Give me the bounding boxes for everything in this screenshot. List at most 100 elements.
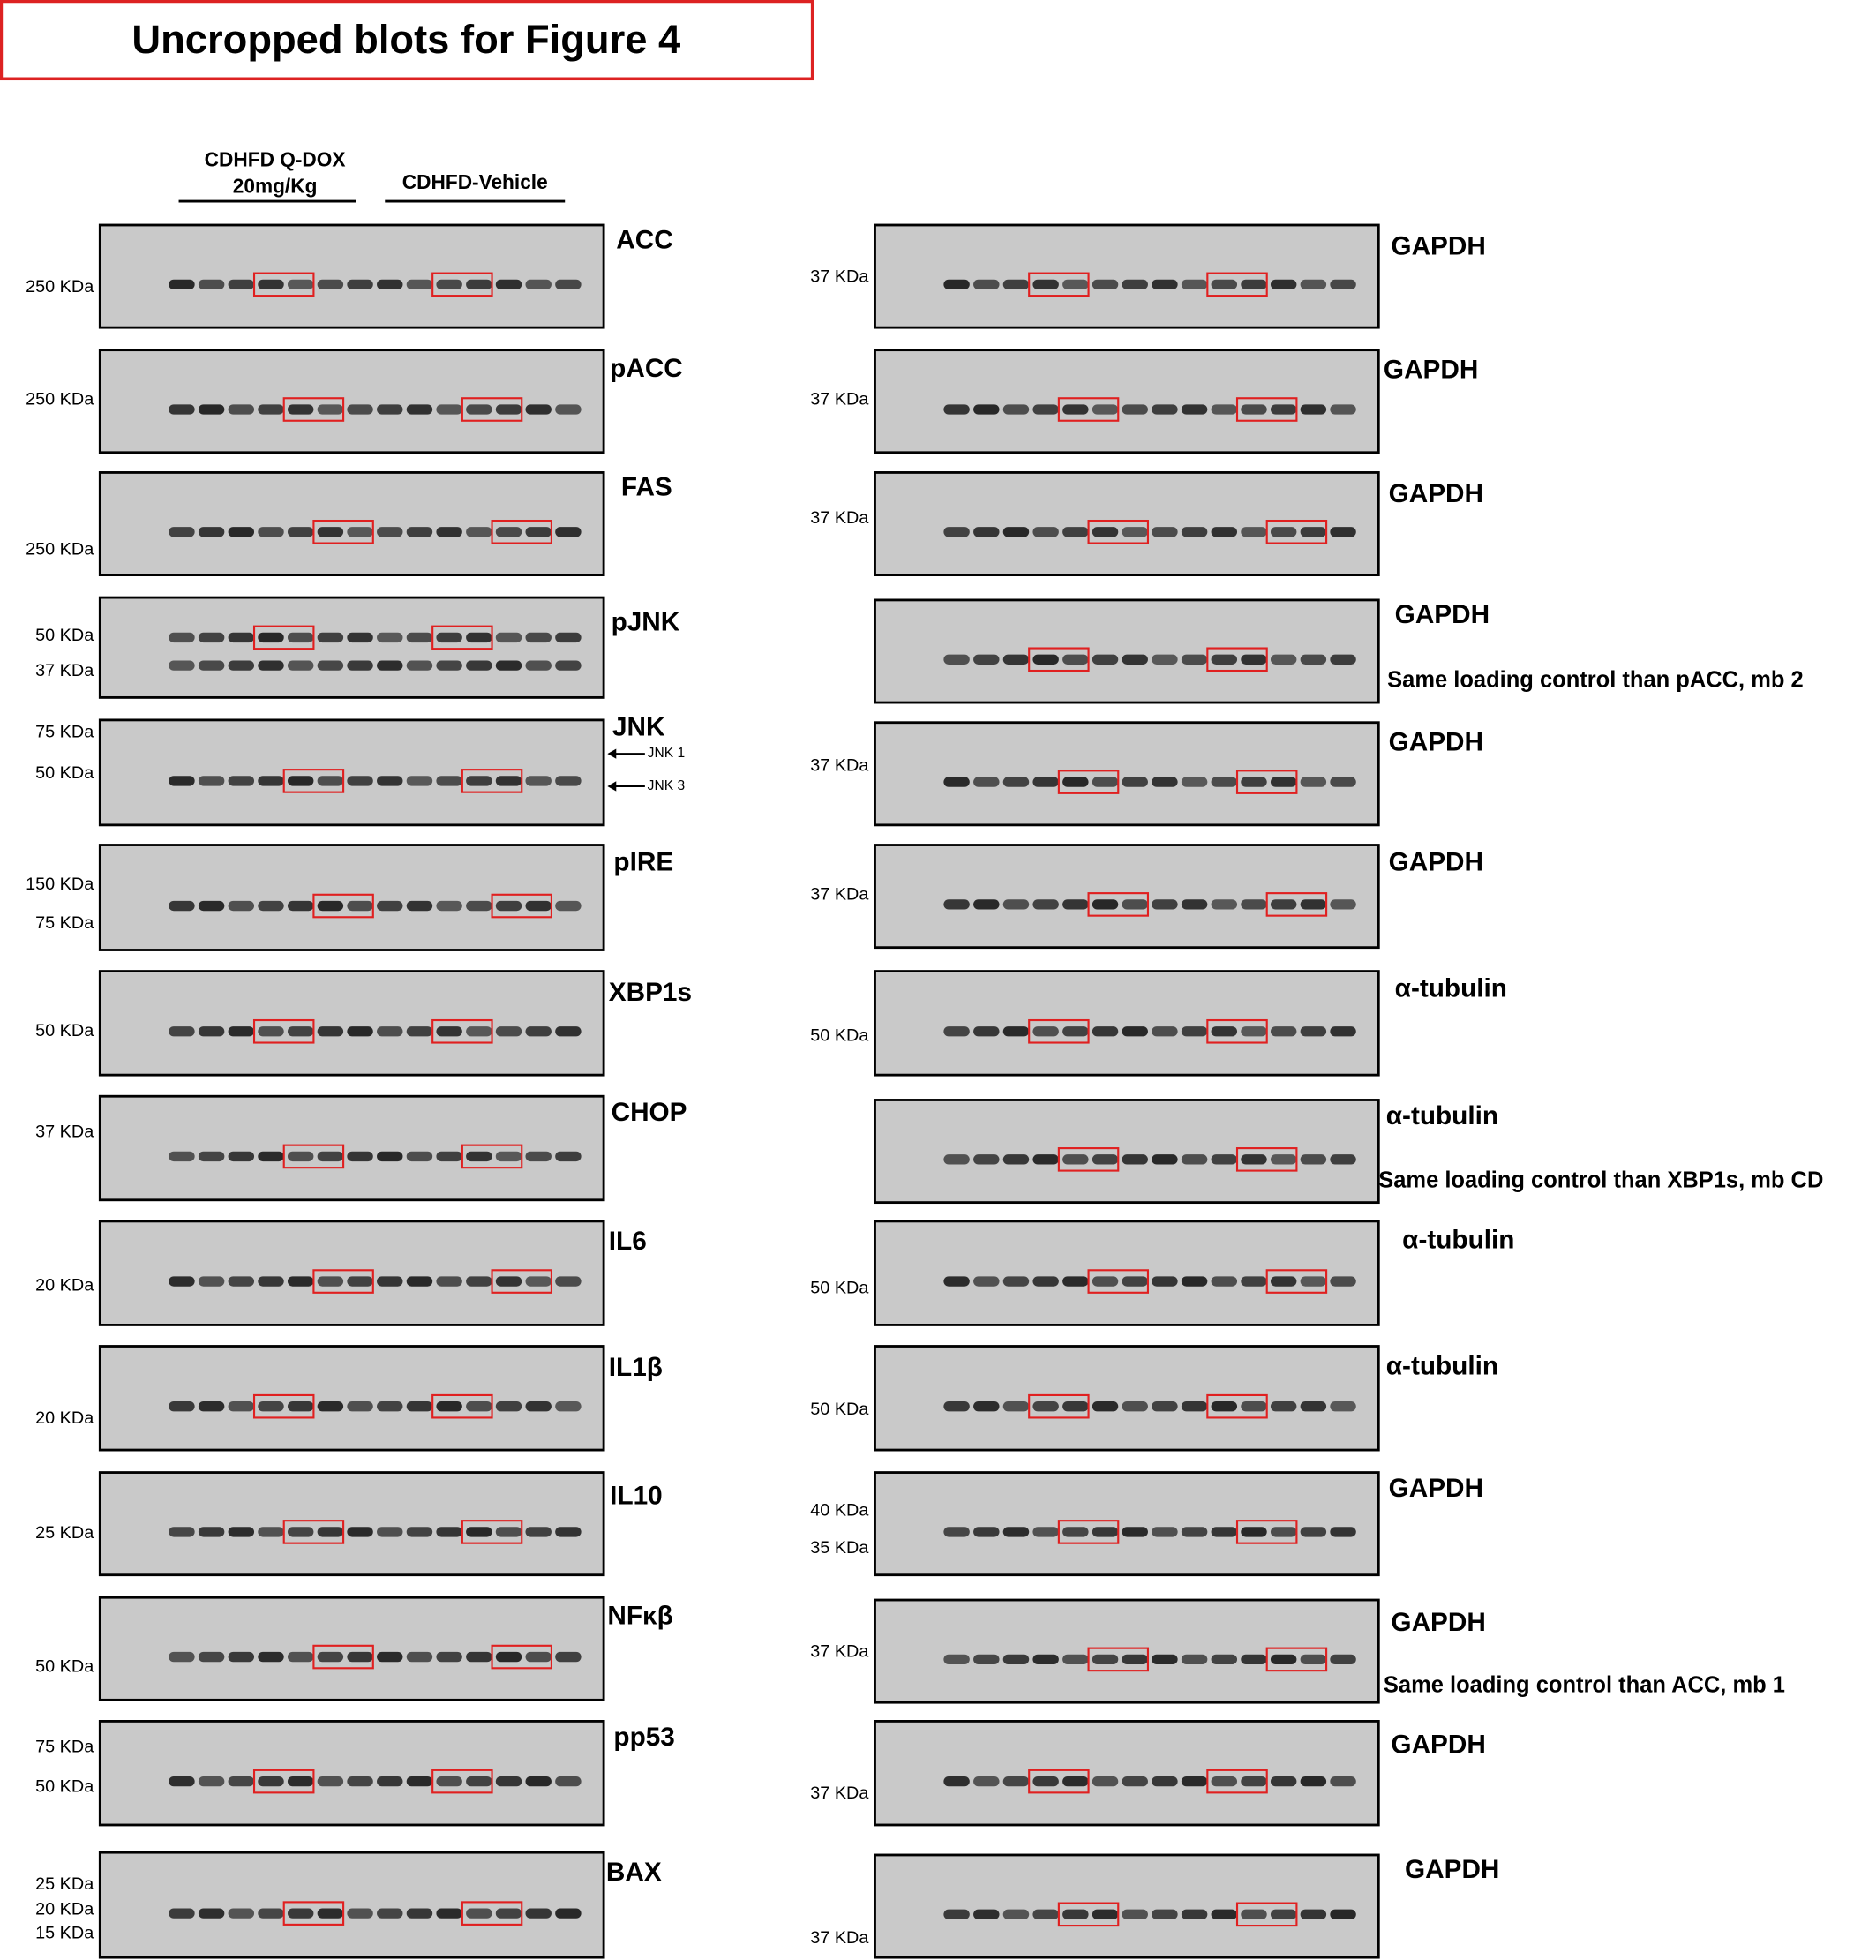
blot-band: [436, 776, 462, 786]
blot-band: [466, 279, 492, 290]
kda-marker: 50 KDa: [35, 1021, 94, 1040]
blot-band: [406, 1908, 433, 1919]
highlight-box: [461, 769, 523, 793]
blot-band: [377, 404, 403, 415]
blot-image: [98, 970, 605, 1077]
blot-band: [973, 1154, 1000, 1165]
blot-band: [287, 900, 314, 912]
highlight-box: [1028, 647, 1090, 672]
blot-band: [258, 1401, 284, 1412]
blot-band: [377, 1026, 403, 1037]
blot-band: [1241, 777, 1267, 787]
blot-band: [436, 900, 462, 912]
kda-marker: 37 KDa: [35, 661, 94, 680]
kda-marker: 37 KDa: [810, 884, 869, 904]
blot-band: [1032, 1401, 1059, 1412]
blot-label: GAPDH: [1389, 728, 1483, 757]
blot-band: [973, 1776, 1000, 1787]
highlight-box: [252, 1393, 315, 1419]
blot-band: [228, 1151, 255, 1162]
blot-band: [1002, 527, 1030, 537]
blot-band: [1300, 899, 1327, 910]
blot-band: [287, 660, 314, 671]
blot-band: [943, 777, 970, 787]
kda-marker: 35 KDa: [810, 1538, 869, 1558]
blot-label: XBP1s: [609, 978, 692, 1007]
blot-band: [347, 1151, 373, 1162]
blot-band: [1241, 527, 1267, 537]
blot-image: [98, 1345, 605, 1452]
highlight-box: [1087, 892, 1150, 917]
blot-band: [1032, 404, 1059, 415]
blot-band: [1032, 1909, 1059, 1920]
blot-band: [1241, 899, 1267, 910]
blot-band: [287, 1527, 314, 1537]
blot-image: [98, 471, 605, 577]
blot-band: [1152, 1154, 1178, 1165]
blot-band: [347, 1527, 373, 1537]
blot-band: [258, 279, 284, 290]
blot-band: [377, 1151, 403, 1162]
blot-band: [1002, 654, 1030, 665]
blot-band: [377, 900, 403, 912]
highlight-box: [252, 625, 315, 650]
blot-image: [98, 1094, 605, 1202]
blot-image: [874, 1471, 1380, 1577]
highlight-box: [312, 893, 374, 919]
blot-band: [436, 1151, 462, 1162]
blot-band: [1181, 1401, 1208, 1412]
kda-marker: 37 KDa: [810, 1928, 869, 1948]
highlight-box: [1235, 397, 1298, 422]
blot-band: [406, 527, 433, 537]
highlight-box: [1265, 892, 1328, 917]
group-label: CDHFD-Vehicle: [402, 170, 548, 193]
highlight-box: [1057, 1147, 1120, 1172]
blot-band: [1270, 404, 1297, 415]
blot-band: [198, 776, 225, 786]
blot-band: [1270, 1026, 1297, 1037]
blot-label: JNK: [612, 713, 665, 742]
blot-label: α-tubulin: [1395, 974, 1507, 1003]
blot-band: [1092, 527, 1119, 537]
highlight-box: [282, 397, 345, 422]
blot-band: [525, 632, 552, 643]
highlight-box: [1087, 1647, 1150, 1672]
blot-band: [1092, 899, 1119, 910]
blot-band: [1032, 1527, 1059, 1537]
blot-band: [466, 1026, 492, 1037]
blot-band: [1062, 527, 1089, 537]
blot-band: [1211, 279, 1238, 290]
kda-marker: 20 KDa: [35, 1408, 94, 1428]
highlight-box: [431, 272, 493, 297]
blot-band: [317, 527, 344, 537]
blot-label: IL10: [610, 1482, 663, 1511]
blot-band: [258, 1908, 284, 1919]
blot-band: [1241, 1909, 1267, 1920]
blot-band: [317, 660, 344, 671]
kda-marker: 37 KDa: [810, 756, 869, 776]
blot-band: [347, 527, 373, 537]
blot-band: [1241, 1154, 1267, 1165]
blot-band: [555, 1026, 582, 1037]
kda-marker: 250 KDa: [26, 390, 94, 409]
blot-band: [495, 1651, 522, 1663]
blot-band: [198, 527, 225, 537]
blot-band: [377, 776, 403, 786]
blot-band: [406, 1401, 433, 1412]
blot-band: [317, 1527, 344, 1537]
highlight-box: [1028, 1018, 1090, 1044]
blot-band: [1330, 777, 1356, 787]
blot-band: [943, 1026, 970, 1037]
blot-band: [1092, 1776, 1119, 1787]
arrow-head: [607, 781, 617, 792]
blot-band: [1092, 1026, 1119, 1037]
blot-band: [169, 1776, 195, 1787]
blot-band: [406, 279, 433, 290]
blot-band: [1062, 1909, 1089, 1920]
blot-band: [1181, 1654, 1208, 1665]
blot-band: [377, 1527, 403, 1537]
blot-band: [347, 279, 373, 290]
blot-band: [1002, 899, 1030, 910]
blot-band: [287, 527, 314, 537]
